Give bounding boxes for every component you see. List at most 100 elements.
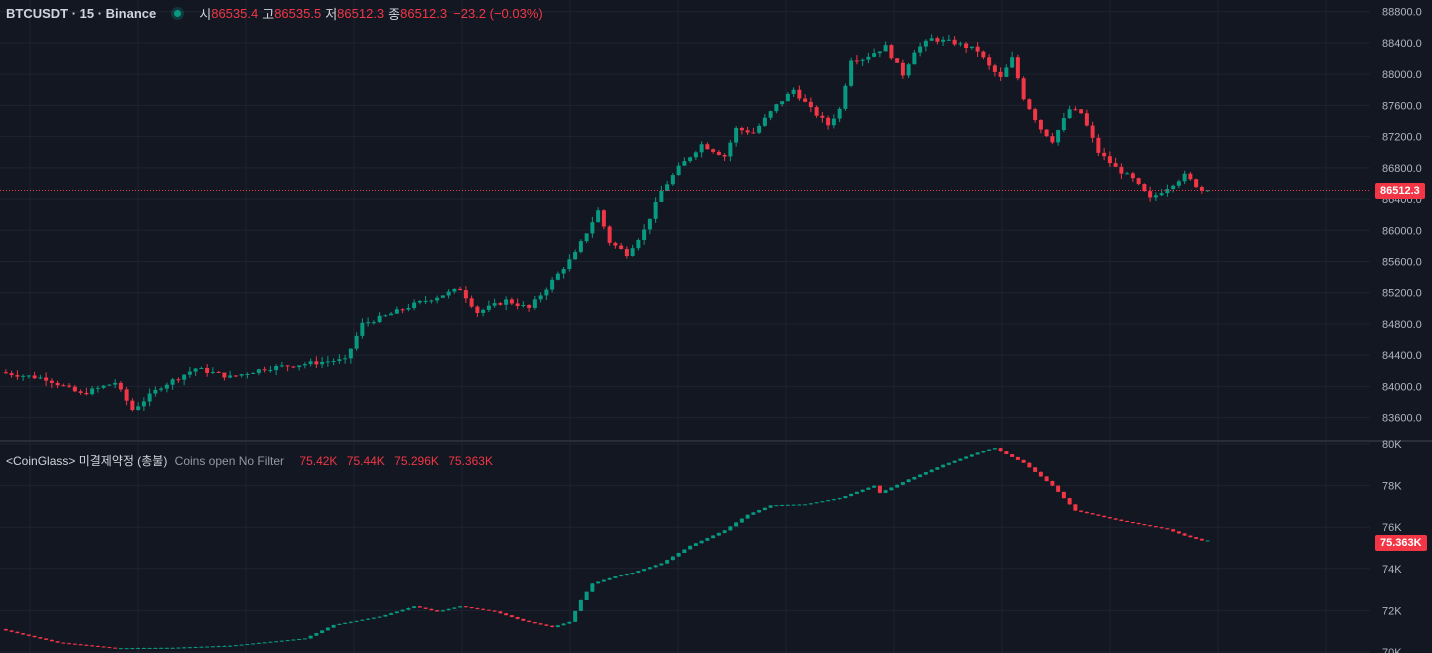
oi-candle: [1073, 504, 1078, 511]
oi-candle: [854, 491, 859, 494]
oi-candle: [205, 646, 210, 648]
oi-candle: [1199, 538, 1204, 541]
price-candle: [757, 125, 762, 133]
price-candle: [153, 389, 158, 394]
price-candle: [325, 361, 330, 363]
price-candle: [745, 130, 750, 133]
oi-candle: [601, 579, 606, 582]
price-candle: [285, 365, 290, 367]
price-candle: [394, 309, 399, 314]
price-candle: [297, 365, 302, 368]
price-candle: [1061, 118, 1066, 131]
oi-candle: [423, 607, 428, 609]
oi-candle: [1038, 471, 1043, 477]
oi-candle: [573, 610, 578, 622]
price-candle: [21, 375, 26, 377]
oi-tick-label: 78K: [1382, 481, 1402, 493]
price-candle: [49, 380, 54, 383]
symbol-title[interactable]: BTCUSDT · 15 · Binance: [6, 6, 157, 21]
price-candle: [279, 365, 284, 367]
oi-candle: [711, 535, 716, 539]
oi-candle: [544, 624, 549, 626]
price-candle: [469, 298, 474, 307]
price-candle: [452, 288, 457, 292]
oi-candle: [1205, 540, 1210, 542]
oi-candle: [101, 646, 106, 648]
oi-candle: [245, 644, 250, 646]
oi-candle: [187, 647, 192, 649]
oi-candle: [147, 647, 152, 649]
oi-candle: [498, 611, 503, 614]
price-candle: [527, 304, 532, 308]
price-candle: [1038, 119, 1043, 130]
oi-candle: [67, 643, 72, 645]
price-candle: [130, 400, 135, 411]
oi-candle: [889, 487, 894, 491]
oi-candle: [578, 599, 583, 611]
oi-candle: [1061, 491, 1066, 499]
oi-candle: [1090, 513, 1095, 515]
price-candle: [1073, 109, 1078, 111]
price-candle: [1033, 109, 1038, 120]
price-candle: [912, 52, 917, 65]
price-candle: [308, 361, 313, 365]
price-candle: [228, 375, 233, 378]
price-candle: [900, 62, 905, 76]
price-candle: [1119, 166, 1124, 174]
oi-candle: [1159, 527, 1164, 529]
symbol-legend: BTCUSDT · 15 · Binance 시 86535.4 고 86535.5…: [6, 4, 543, 23]
price-candle: [492, 303, 497, 306]
price-candle: [877, 51, 882, 54]
price-candle: [320, 361, 325, 365]
oi-candle: [26, 634, 31, 636]
oi-candle: [153, 647, 158, 649]
oi-candle: [964, 456, 969, 459]
oi-candle: [1194, 537, 1199, 539]
oi-candle: [1125, 520, 1130, 523]
oi-candle: [981, 450, 986, 453]
price-candle: [406, 307, 411, 310]
oi-candle: [417, 606, 422, 608]
price-candle: [630, 248, 635, 257]
price-candle: [1107, 156, 1112, 164]
indicator-params: Coins open No Filter: [174, 454, 285, 468]
oi-candle: [688, 545, 693, 550]
price-axis[interactable]: 88800.0 88400.0 88000.0 87600.0 87200.0 86800…: [1382, 7, 1422, 425]
oi-candle: [1033, 467, 1038, 472]
price-candle: [348, 348, 353, 359]
oi-candle: [877, 485, 882, 493]
open-interest-axis[interactable]: 80K 78K 76K 74K 72K 70K: [1382, 439, 1402, 653]
market-status-icon[interactable]: [174, 10, 182, 17]
oi-tick-label: 72K: [1382, 605, 1402, 617]
price-candle: [1153, 195, 1158, 198]
oi-candle: [337, 623, 342, 625]
indicator-legend[interactable]: <CoinGlass> 미결제약정 (총불) Coins open No Fil…: [6, 452, 493, 469]
price-candle: [814, 107, 819, 116]
oi-candle: [486, 609, 491, 611]
price-candle: [389, 313, 394, 316]
price-candle: [544, 289, 549, 296]
price-candle: [1090, 125, 1095, 138]
oi-candle: [952, 460, 957, 463]
oi-candle: [182, 647, 187, 649]
oi-candle: [136, 648, 141, 650]
price-candle: [26, 375, 31, 377]
indicator-name[interactable]: <CoinGlass> 미결제약정 (총불): [6, 454, 168, 468]
price-candle: [1159, 193, 1164, 196]
price-candle: [337, 359, 342, 362]
price-candle: [860, 59, 865, 61]
price-candle: [601, 210, 606, 227]
price-candle: [820, 115, 825, 118]
price-candle: [1050, 136, 1055, 143]
oi-candle: [785, 504, 790, 506]
price-candle: [665, 184, 670, 191]
price-candle: [251, 372, 256, 374]
price-candle: [245, 373, 250, 375]
price-candle: [573, 251, 578, 260]
price-candle: [670, 175, 675, 185]
price-candle: [981, 51, 986, 58]
oi-candle: [239, 644, 244, 646]
price-candle: [854, 60, 859, 62]
oi-candle: [61, 642, 66, 644]
